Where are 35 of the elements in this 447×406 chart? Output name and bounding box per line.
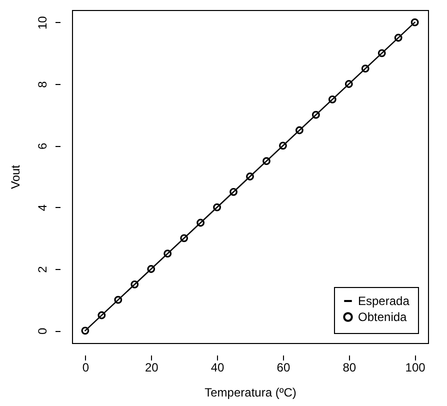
point	[180, 234, 188, 242]
y-tick-label: 6	[36, 142, 50, 150]
point	[98, 311, 106, 320]
y-tick-label: 4	[36, 204, 50, 212]
point	[130, 280, 139, 288]
point	[114, 296, 122, 304]
x-axis-title: Temperatura (ºC)	[204, 386, 296, 400]
point	[378, 49, 386, 58]
x-tick-label: 60	[276, 360, 290, 374]
x-tick-label: 100	[405, 360, 426, 374]
point	[295, 126, 304, 134]
point	[147, 265, 156, 273]
point	[361, 64, 370, 73]
x-tick-label: 20	[144, 360, 159, 374]
legend-label: Esperada	[358, 294, 410, 308]
y-tick-label: 0	[36, 328, 50, 335]
y-tick-label: 2	[36, 266, 50, 273]
point	[262, 157, 270, 166]
point	[230, 188, 238, 196]
point	[213, 203, 221, 212]
point	[344, 80, 353, 88]
legend-label: Obtenida	[358, 310, 408, 324]
point	[394, 34, 402, 42]
point	[164, 250, 172, 258]
point	[312, 110, 320, 119]
x-tick-label: 0	[82, 360, 90, 374]
point	[196, 218, 205, 227]
point	[279, 142, 287, 150]
point	[328, 95, 336, 104]
y-axis-title: Vout	[8, 164, 22, 190]
x-tick-label: 40	[210, 360, 225, 374]
y-tick-label: 8	[36, 80, 50, 88]
y-tick-label: 10	[36, 16, 50, 30]
x-tick-label: 80	[342, 360, 356, 374]
point	[246, 172, 254, 180]
